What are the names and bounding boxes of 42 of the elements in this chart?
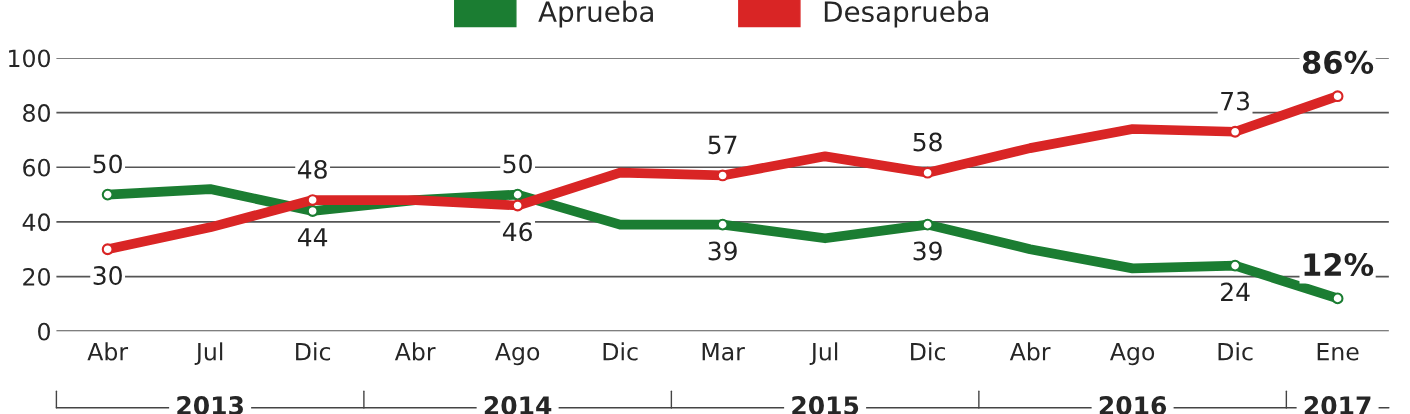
text: 2013 — [177, 396, 243, 414]
text: 2017 — [1304, 396, 1371, 414]
y-tick-label: 20 — [23, 268, 50, 286]
data-label: 46 — [502, 222, 532, 242]
y-tick-label: 80 — [23, 104, 50, 122]
data-label: 48 — [297, 159, 327, 179]
x-tick-label: Dic — [1218, 342, 1253, 361]
data-label: 86% — [1302, 50, 1374, 74]
x-tick-label: Jul — [809, 342, 838, 365]
data-label: 44 — [297, 228, 328, 247]
data-label: 50 — [93, 154, 122, 174]
x-tick-label: Mar — [702, 343, 745, 361]
legend-label: Aprueba — [538, 0, 653, 28]
data-label: 58 — [913, 132, 942, 152]
x-tick-label: Dic — [911, 342, 946, 361]
data-label: 39 — [708, 241, 737, 261]
data-label: 39 — [913, 241, 942, 261]
x-tick-label: Ago — [1110, 343, 1155, 366]
data-label: 12% — [1304, 252, 1374, 277]
x-tick-label: Abr — [87, 342, 129, 361]
data-label: 50 — [503, 154, 532, 174]
x-tick-label: Dic — [296, 342, 331, 361]
y-tick-label: 0 — [38, 322, 50, 341]
x-tick-label: Ago — [495, 343, 540, 366]
x-tick-label: Dic — [603, 342, 638, 361]
legend-label: Desaprueba — [824, 0, 988, 28]
text: 2014 — [484, 396, 552, 414]
data-label: 30 — [93, 266, 122, 285]
y-tick-label: 100 — [9, 49, 50, 68]
text: 2015 — [792, 396, 859, 414]
point — [1331, 292, 1344, 305]
point — [1331, 90, 1344, 103]
x-tick-label: Abr — [1009, 342, 1051, 361]
y-tick-label: 40 — [22, 213, 50, 232]
x-tick-label: Jul — [194, 342, 223, 365]
x-tick-label: Abr — [394, 342, 436, 361]
data-label: 57 — [708, 135, 737, 155]
data-label: 73 — [1221, 91, 1250, 111]
x-tick-label: Ene — [1317, 343, 1359, 361]
data-label: 24 — [1221, 282, 1250, 302]
text: 2016 — [1099, 396, 1167, 414]
y-tick-label: 60 — [23, 158, 50, 177]
